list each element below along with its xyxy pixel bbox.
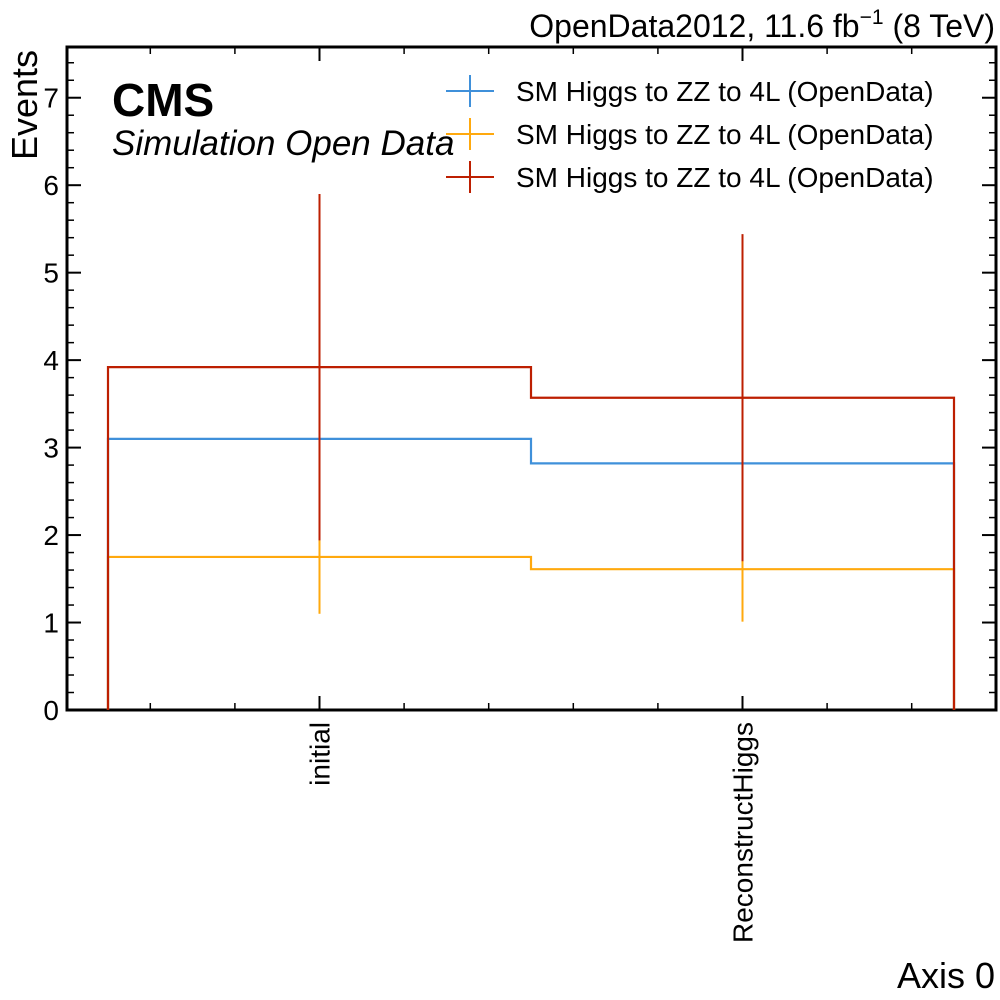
- series-2-step: [106, 366, 956, 710]
- legend: SM Higgs to ZZ to 4L (OpenData) SM Higgs …: [446, 75, 934, 193]
- plot-frame: [65, 45, 998, 712]
- series-1-step: [106, 555, 956, 710]
- y-tick-label: 3: [43, 433, 59, 464]
- lumi-label: OpenData2012, 11.6 fb−1 (8 TeV): [529, 6, 995, 44]
- cms-label: CMS: [112, 74, 214, 126]
- y-axis-title: Events: [4, 50, 45, 160]
- y-tick-label: 1: [43, 608, 59, 639]
- legend-entry-label: SM Higgs to ZZ to 4L (OpenData): [516, 162, 934, 193]
- y-tick-label: 4: [43, 345, 59, 376]
- x-tick-label: ReconstructHiggs: [728, 722, 759, 943]
- lumi-prefix: OpenData2012, 11.6 fb: [529, 8, 859, 44]
- x-tick-label: initial: [305, 722, 336, 786]
- x-axis-title: Axis 0: [897, 955, 995, 996]
- y-tick-label: 0: [43, 695, 59, 726]
- y-tick-label: 7: [43, 83, 59, 114]
- legend-entry-label: SM Higgs to ZZ to 4L (OpenData): [516, 76, 934, 107]
- lumi-superscript: −1: [860, 6, 884, 29]
- lumi-suffix: (8 TeV): [884, 8, 995, 44]
- cms-sublabel: Simulation Open Data: [112, 124, 454, 163]
- legend-entry-label: SM Higgs to ZZ to 4L (OpenData): [516, 119, 934, 150]
- y-tick-label: 6: [43, 170, 59, 201]
- y-tick-label: 5: [43, 258, 59, 289]
- series-layer: [106, 193, 956, 710]
- y-tick-label: 2: [43, 520, 59, 551]
- series-0-step: [106, 437, 956, 710]
- axis-ticks: 0 1 2 3 4 5 6 7 initial ReconstructHiggs: [43, 47, 996, 943]
